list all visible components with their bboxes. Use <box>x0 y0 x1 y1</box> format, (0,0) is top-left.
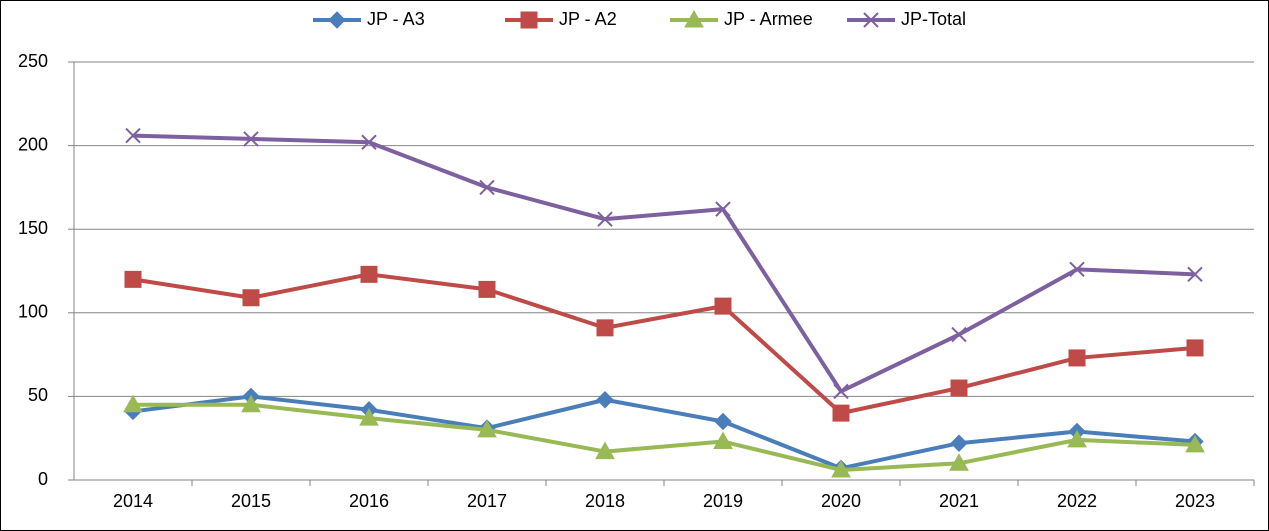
marker <box>596 319 614 337</box>
marker <box>832 404 850 422</box>
marker <box>478 280 496 298</box>
x-tick-label: 2014 <box>113 491 153 511</box>
x-tick-label: 2020 <box>821 491 861 511</box>
x-tick-label: 2015 <box>231 491 271 511</box>
marker <box>596 391 614 409</box>
marker <box>361 134 377 150</box>
series-line <box>132 133 1196 394</box>
marker <box>1067 429 1087 448</box>
marker <box>949 453 969 471</box>
marker <box>242 289 260 307</box>
marker <box>950 434 968 452</box>
marker <box>241 394 261 413</box>
marker <box>359 408 379 426</box>
marker <box>713 431 733 450</box>
marker <box>714 297 732 315</box>
y-tick-label: 150 <box>18 218 48 238</box>
marker <box>684 9 704 28</box>
x-tick-label: 2016 <box>349 491 389 511</box>
marker <box>951 326 967 343</box>
marker <box>124 270 142 288</box>
legend-label: JP - A3 <box>367 9 425 29</box>
x-tick-label: 2022 <box>1057 491 1097 511</box>
x-tick-label: 2017 <box>467 491 507 511</box>
marker <box>360 265 378 283</box>
series-line <box>133 402 1196 472</box>
marker <box>479 179 495 196</box>
marker <box>125 127 141 144</box>
x-tick-label: 2018 <box>585 491 625 511</box>
marker <box>477 419 497 438</box>
y-tick-label: 200 <box>18 134 48 154</box>
marker <box>1068 349 1086 367</box>
marker <box>1185 434 1205 453</box>
marker <box>328 11 346 29</box>
legend-label: JP - Armee <box>724 9 813 29</box>
marker <box>597 211 613 227</box>
marker <box>833 383 849 400</box>
marker <box>520 11 538 29</box>
marker <box>1069 261 1085 278</box>
x-tick-label: 2021 <box>939 491 979 511</box>
legend-label: JP - A2 <box>559 9 617 29</box>
series-line <box>132 394 1196 471</box>
marker <box>1186 339 1204 357</box>
series-line <box>132 272 1196 416</box>
y-tick-label: 50 <box>28 385 48 405</box>
marker <box>714 412 732 431</box>
marker <box>595 441 615 460</box>
legend-label: JP-Total <box>901 9 966 29</box>
x-tick-label: 2019 <box>703 491 743 511</box>
marker <box>715 201 731 217</box>
marker <box>831 459 851 478</box>
x-tick-label: 2023 <box>1175 491 1215 511</box>
y-tick-label: 0 <box>38 469 48 489</box>
y-tick-label: 250 <box>18 51 48 71</box>
marker <box>243 131 259 147</box>
y-tick-label: 100 <box>18 302 48 322</box>
marker <box>863 12 879 28</box>
marker <box>950 379 968 397</box>
marker <box>123 394 143 413</box>
marker <box>1187 266 1203 283</box>
